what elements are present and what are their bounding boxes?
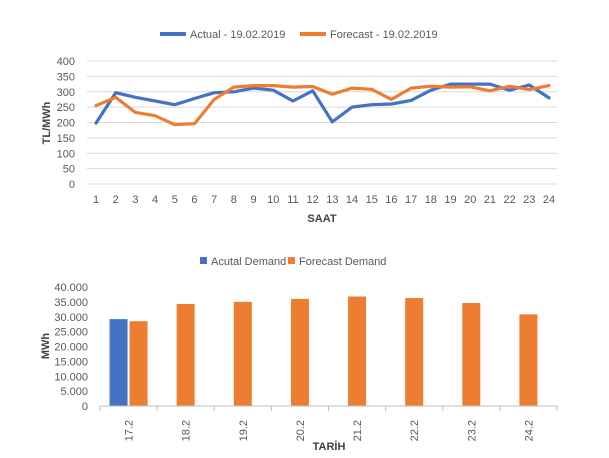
x-tick-label: 4 [152, 194, 158, 206]
x-tick-label: 8 [231, 194, 237, 206]
x-tick-label: 3 [132, 194, 138, 206]
y-tick-label: 25.000 [54, 327, 88, 339]
y-tick-label: 50 [63, 164, 75, 176]
x-tick-label: 18.2 [181, 420, 193, 441]
series-line-2 [94, 83, 551, 127]
x-tick-label: 21.2 [352, 420, 364, 441]
x-tick-label: 11 [287, 194, 298, 206]
legend-label-1: Acutal Demand [211, 256, 286, 268]
legend-label-1: Actual - 19.02.2019 [190, 29, 285, 41]
x-tick-label: 24.2 [523, 420, 535, 441]
legend-label-2: Forecast - 19.02.2019 [330, 29, 438, 41]
x-tick-label: 17.2 [124, 420, 136, 441]
bar-forecast-20.2 [290, 298, 309, 406]
y-tick-label: 0 [69, 179, 75, 191]
y-tick-label: 250 [57, 102, 75, 114]
daily-demand-bar-chart: Acutal Demand Forecast Demand 0 5.000 10.000… [40, 256, 558, 453]
x-tick-label: 17 [405, 194, 417, 206]
bar-forecast-18.2 [176, 303, 195, 406]
x-axis-title: TARİH [313, 440, 346, 453]
x-tick-label: 23.2 [466, 420, 478, 441]
x-tick-label: 13 [326, 194, 338, 206]
x-tick-label: 12 [307, 194, 319, 206]
x-tick-label: 24 [543, 194, 555, 206]
x-tick-label: 19.2 [238, 420, 250, 441]
x-tick-label: 9 [251, 194, 257, 206]
y-tick-label: 15.000 [54, 356, 88, 368]
y-tick-label: 200 [57, 118, 75, 130]
x-tick-label: 23 [523, 194, 535, 206]
bar-forecast-17.2 [129, 321, 148, 406]
bar-forecast-19.2 [233, 301, 252, 406]
x-tick-label: 1 [93, 194, 99, 206]
x-tick-label: 16 [385, 194, 397, 206]
y-tick-label: 30.000 [54, 312, 88, 324]
x-tick-label: 18 [425, 194, 437, 206]
y-tick-label: 300 [57, 87, 75, 99]
y-tick-label: 400 [57, 56, 75, 68]
x-tick-label: 19 [444, 194, 456, 206]
y-tick-label: 10.000 [54, 371, 88, 383]
legend-swatch-1 [200, 257, 207, 264]
x-tick-label: 14 [346, 194, 358, 206]
y-tick-label: 5.000 [60, 386, 88, 398]
legend-label-2: Forecast Demand [299, 256, 386, 268]
y-tick-label: 0 [82, 401, 88, 413]
x-axis-title: SAAT [307, 213, 336, 225]
y-tick-label: 40.000 [54, 282, 88, 294]
y-tick-label: 35.000 [54, 297, 88, 309]
bar-actual-17.2 [109, 319, 128, 406]
y-tick-label: 150 [57, 133, 75, 145]
series-line-1 [94, 82, 551, 125]
x-tick-label: 5 [172, 194, 178, 206]
x-tick-label: 6 [191, 194, 197, 206]
bar-forecast-21.2 [348, 296, 367, 406]
x-tick-label: 20 [464, 194, 476, 206]
x-tick-label: 22 [503, 194, 515, 206]
x-tick-label: 22.2 [409, 420, 421, 441]
legend-swatch-2 [288, 257, 295, 264]
x-tick-label: 20.2 [295, 420, 307, 441]
x-tick-label: 10 [267, 194, 279, 206]
y-tick-label: 100 [57, 148, 75, 160]
bar-forecast-23.2 [462, 303, 481, 406]
x-tick-label: 15 [366, 194, 378, 206]
y-axis-title: MWh [40, 333, 52, 360]
hourly-price-line-chart: Actual - 19.02.2019 Forecast - 19.02.2019… [41, 29, 557, 225]
y-axis-title: TL/MWh [41, 101, 53, 144]
x-tick-label: 7 [211, 194, 217, 206]
y-tick-label: 20.000 [54, 342, 88, 354]
x-tick-label: 2 [113, 194, 119, 206]
y-tick-label: 350 [57, 71, 75, 83]
x-tick-label: 21 [484, 194, 496, 206]
bar-forecast-24.2 [519, 314, 538, 406]
bar-forecast-22.2 [405, 298, 424, 406]
